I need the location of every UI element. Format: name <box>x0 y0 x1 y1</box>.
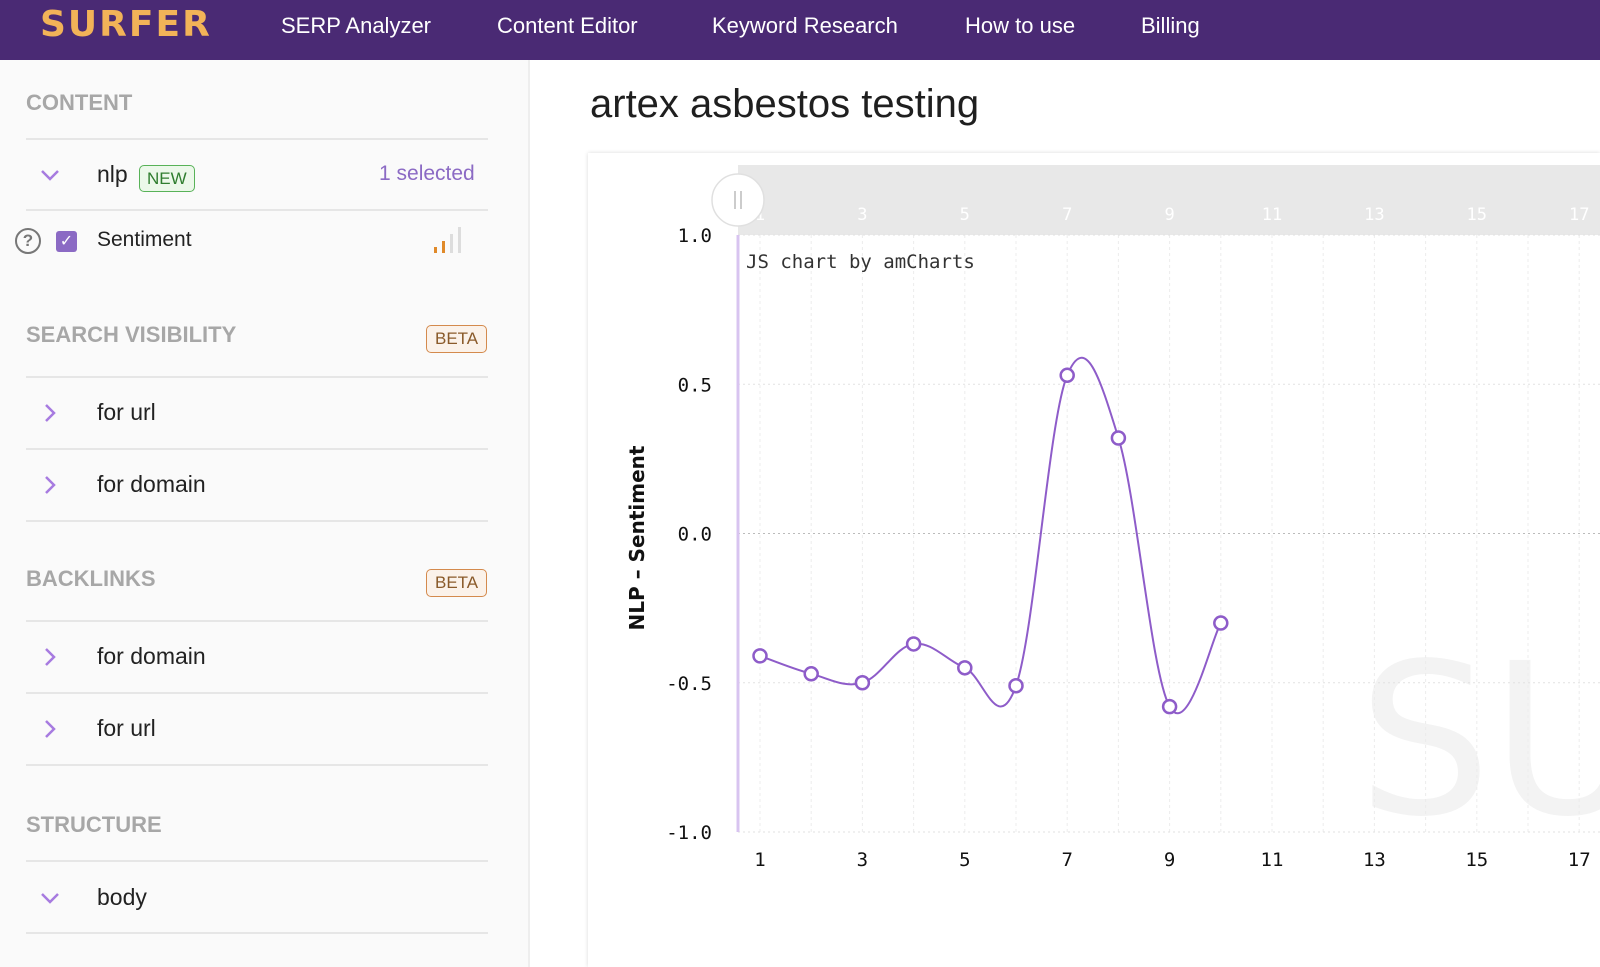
scrollbar-tick-label: 3 <box>857 205 867 225</box>
structure-body[interactable]: body <box>97 884 147 910</box>
y-tick-label: 0.0 <box>678 524 712 546</box>
x-tick-label: 11 <box>1261 849 1284 871</box>
y-axis-label: NLP – Sentiment <box>625 445 649 630</box>
chart-scrollbar[interactable] <box>738 165 1600 235</box>
x-tick-label: 13 <box>1363 849 1386 871</box>
x-tick-label: 7 <box>1061 849 1072 871</box>
backlinks-title: BACKLINKS <box>26 566 156 591</box>
data-point[interactable] <box>1213 615 1229 631</box>
y-tick-label: -1.0 <box>666 822 712 844</box>
x-tick-label: 15 <box>1465 849 1488 871</box>
amcharts-credit[interactable]: JS chart by amCharts <box>746 251 975 273</box>
scrollbar-grip[interactable] <box>711 173 765 227</box>
chevron-right-icon[interactable] <box>38 645 62 669</box>
chevron-down-icon[interactable] <box>38 886 62 910</box>
chevron-right-icon[interactable] <box>38 401 62 425</box>
x-tick-label: 1 <box>754 849 765 871</box>
data-point[interactable] <box>752 648 768 664</box>
scrollbar-tick-label: 15 <box>1467 205 1487 225</box>
scrollbar-tick-label: 17 <box>1569 205 1589 225</box>
surfer-watermark: SU <box>1358 618 1600 863</box>
y-tick-label: -0.5 <box>666 673 712 695</box>
backlinks-for-domain[interactable]: for domain <box>97 643 206 669</box>
series-line <box>759 356 1222 715</box>
divider <box>26 860 488 862</box>
divider <box>26 138 488 140</box>
nav-serp-analyzer[interactable]: SERP Analyzer <box>281 13 432 38</box>
data-point[interactable] <box>957 660 973 676</box>
backlinks-for-url[interactable]: for url <box>97 715 156 741</box>
divider <box>26 448 488 450</box>
search-visibility-for-domain[interactable]: for domain <box>97 471 206 497</box>
new-badge: NEW <box>139 165 195 192</box>
chevron-down-icon[interactable] <box>38 163 62 187</box>
nav-content-editor[interactable]: Content Editor <box>497 13 638 38</box>
y-tick-label: 1.0 <box>678 225 712 247</box>
nav-how-to-use[interactable]: How to use <box>965 13 1076 38</box>
scrollbar-tick-label: 11 <box>1262 205 1282 225</box>
nav-keyword-research[interactable]: Keyword Research <box>712 13 898 38</box>
data-point[interactable] <box>1008 677 1024 694</box>
search-visibility-for-url[interactable]: for url <box>97 399 156 425</box>
sentiment-label: Sentiment <box>97 228 192 251</box>
data-point[interactable] <box>803 666 819 682</box>
divider <box>26 520 488 522</box>
data-point[interactable] <box>1110 430 1127 446</box>
data-point[interactable] <box>905 636 922 652</box>
divider <box>26 620 488 622</box>
data-point[interactable] <box>854 675 871 691</box>
divider <box>26 932 488 934</box>
chevron-right-icon[interactable] <box>38 717 62 741</box>
data-point[interactable] <box>1161 698 1178 715</box>
x-tick-label: 9 <box>1164 849 1175 871</box>
x-tick-label: 17 <box>1568 849 1591 871</box>
y-tick-label: 0.5 <box>678 374 712 396</box>
nav-billing[interactable]: Billing <box>1141 13 1200 38</box>
x-tick-label: 3 <box>857 849 868 871</box>
search-visibility-title: SEARCH VISIBILITY <box>26 322 237 347</box>
scrollbar-tick-label: 9 <box>1164 205 1174 225</box>
x-tick-label: 5 <box>959 849 970 871</box>
surfer-logo[interactable]: SURFER <box>40 4 212 45</box>
scrollbar-tick-label: 7 <box>1062 205 1072 225</box>
top-navbar: SURFER SERP Analyzer Content Editor Keyw… <box>0 0 1600 60</box>
signal-strength-icon <box>434 227 461 253</box>
sidebar: CONTENT nlp NEW 1 selected ? ✓ Sentiment… <box>0 60 530 967</box>
divider <box>26 376 488 378</box>
beta-badge: BETA <box>426 325 488 353</box>
help-icon[interactable]: ? <box>15 228 41 254</box>
scrollbar-tick-label: 13 <box>1364 205 1384 225</box>
scrollbar-tick-label: 5 <box>960 205 970 225</box>
divider <box>26 209 488 211</box>
content-section-title: CONTENT <box>26 90 133 115</box>
chevron-right-icon[interactable] <box>38 473 62 497</box>
sentiment-checkbox[interactable]: ✓ <box>56 231 77 252</box>
data-point[interactable] <box>1059 367 1075 384</box>
divider <box>26 692 488 694</box>
selected-count: 1 selected <box>379 162 475 185</box>
page-title: artex asbestos testing <box>590 82 980 126</box>
beta-badge: BETA <box>426 569 488 597</box>
nlp-group-label[interactable]: nlp <box>97 161 128 187</box>
divider <box>26 764 488 766</box>
structure-title: STRUCTURE <box>26 812 162 837</box>
